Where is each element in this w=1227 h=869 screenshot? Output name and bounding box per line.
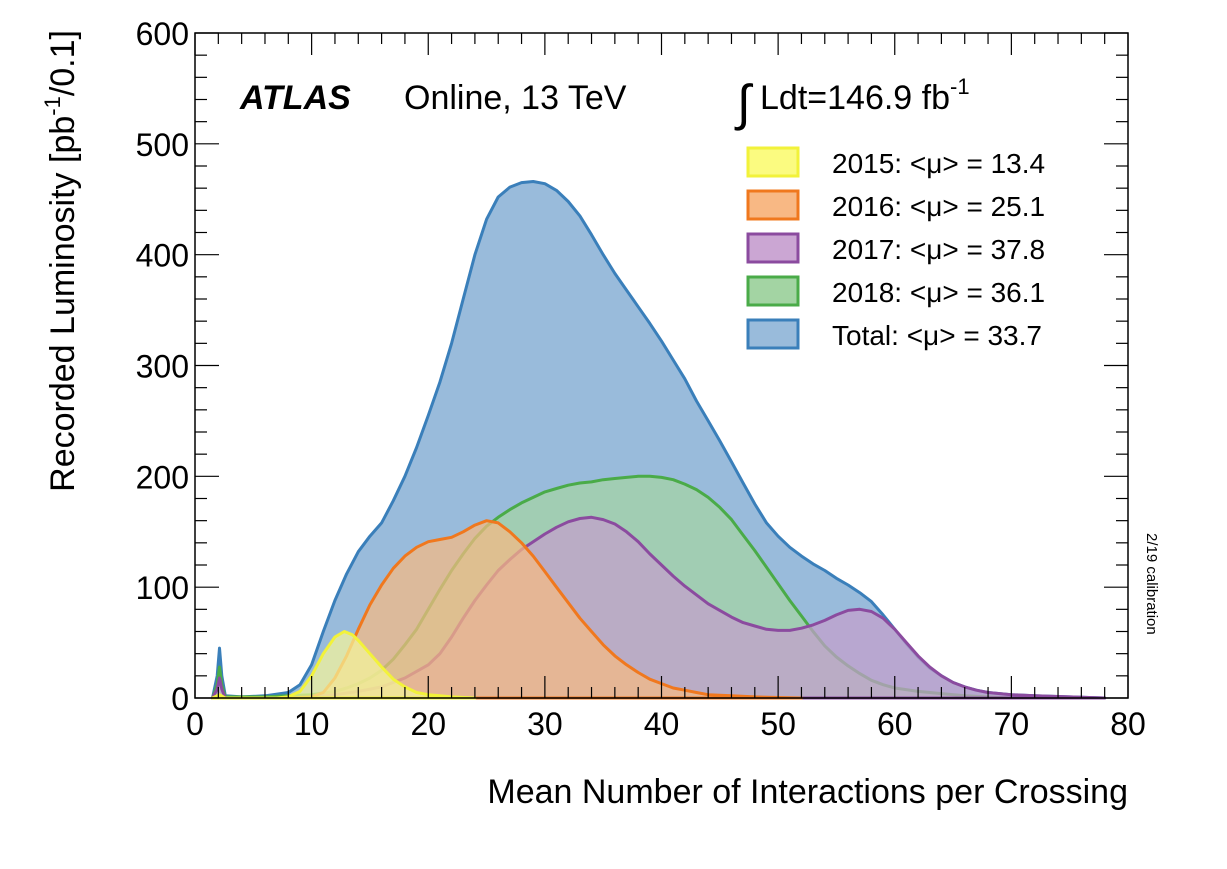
lumi-exponent: -1 — [950, 74, 970, 99]
y-axis-label: Recorded Luminosity [pb-1/0.1] — [40, 30, 82, 492]
y-axis-label-end: /0.1] — [44, 30, 82, 96]
x-tick-label: 60 — [877, 706, 913, 742]
x-tick-label: 40 — [644, 706, 680, 742]
legend-swatch-0 — [746, 146, 800, 178]
y-axis-label-main: Recorded Luminosity [pb — [44, 116, 82, 492]
x-tick-label: 10 — [294, 706, 330, 742]
x-tick-label: 80 — [1110, 706, 1146, 742]
integral-symbol: ∫ — [734, 75, 754, 131]
legend-swatch-1 — [746, 189, 800, 221]
calibration-note: 2/19 calibration — [1143, 533, 1160, 635]
x-axis-label: Mean Number of Interactions per Crossing — [487, 773, 1128, 811]
legend-label-3: 2018: <μ> = 36.1 — [832, 277, 1045, 308]
legend-swatch-2 — [746, 232, 800, 264]
y-tick-label: 400 — [136, 238, 189, 274]
legend-label-4: Total: <μ> = 33.7 — [832, 320, 1042, 351]
lumi-text: Ldt=146.9 fb — [760, 79, 950, 117]
subtitle-label: Online, 13 TeV — [404, 79, 627, 117]
legend-label-0: 2015: <μ> = 13.4 — [832, 148, 1045, 179]
y-tick-label: 0 — [171, 681, 189, 717]
x-tick-label: 70 — [994, 706, 1030, 742]
y-tick-label: 100 — [136, 570, 189, 606]
axis-ticks: 0 10 20 30 40 50 60 70 80 0 100 200 300 400 500 600 — [136, 16, 1146, 742]
y-tick-label: 300 — [136, 349, 189, 385]
legend-swatch-4 — [746, 318, 800, 350]
lumi-label: Ldt=146.9 fb-1 — [760, 74, 970, 117]
legend: 2015: <μ> = 13.4 2016: <μ> = 25.1 2017: <μ… — [746, 146, 1045, 351]
x-tick-label: 50 — [760, 706, 796, 742]
y-tick-label: 600 — [136, 16, 189, 52]
legend-label-1: 2016: <μ> = 25.1 — [832, 191, 1045, 222]
x-tick-label: 20 — [410, 706, 446, 742]
x-tick-label: 30 — [527, 706, 563, 742]
y-tick-label: 200 — [136, 459, 189, 495]
x-tick-label: 0 — [186, 706, 204, 742]
experiment-label: ATLAS — [239, 79, 351, 117]
legend-label-2: 2017: <μ> = 37.8 — [832, 234, 1045, 265]
y-tick-label: 500 — [136, 127, 189, 163]
y-axis-label-exponent: -1 — [40, 96, 65, 116]
series-layer — [211, 180, 1107, 700]
legend-swatch-3 — [746, 275, 800, 307]
